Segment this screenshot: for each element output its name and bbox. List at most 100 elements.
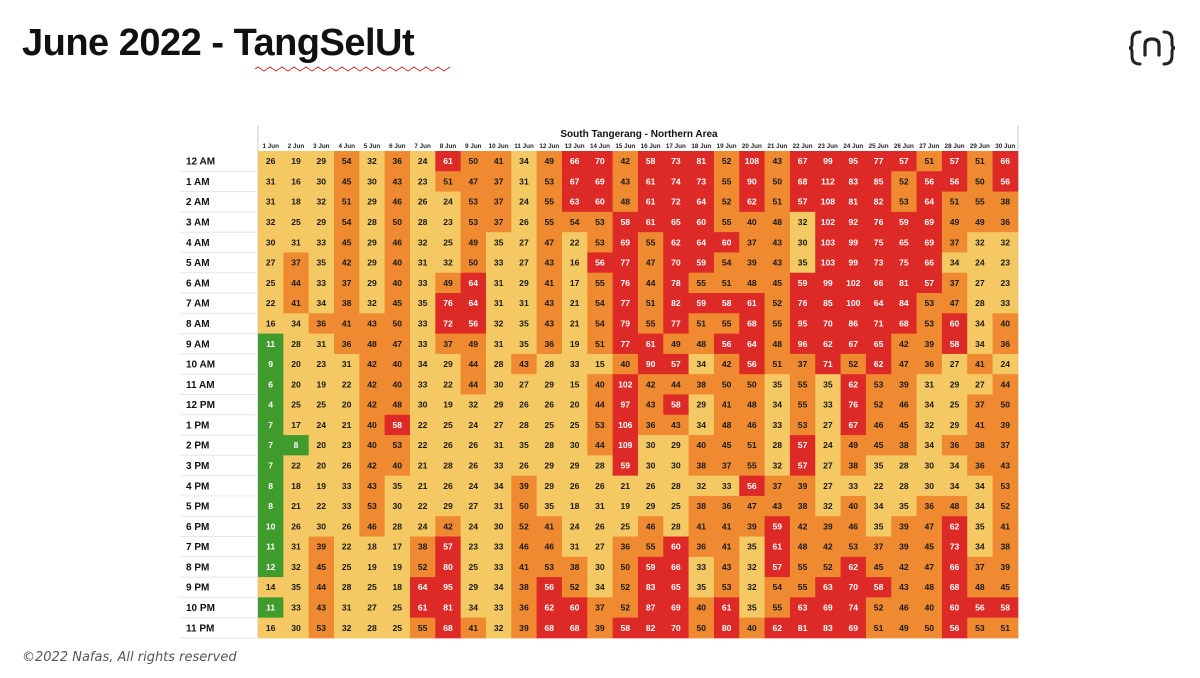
heatmap-cell <box>511 577 538 598</box>
heatmap-cell <box>789 536 816 558</box>
heatmap-cell-value: 7 <box>268 440 273 450</box>
heatmap-cell <box>409 374 436 395</box>
heatmap-cell <box>865 171 892 192</box>
heatmap-cell-value: 48 <box>747 400 757 410</box>
heatmap-cell <box>258 394 284 416</box>
column-label: 15 Jun <box>615 143 635 150</box>
heatmap-cell-value: 67 <box>848 420 858 430</box>
heatmap-cell-value: 31 <box>924 379 934 389</box>
heatmap-cell <box>916 577 943 598</box>
heatmap-cell-value: 35 <box>545 501 555 511</box>
heatmap-cell <box>283 495 310 517</box>
heatmap-cell-value: 66 <box>570 156 580 166</box>
heatmap-cell-value: 26 <box>469 440 479 450</box>
heatmap-cell-value: 31 <box>342 603 352 613</box>
heatmap-cell-value: 23 <box>418 176 428 186</box>
heatmap-cell-value: 34 <box>924 440 934 450</box>
heatmap-cell-value: 76 <box>848 400 858 410</box>
heatmap-cell-value: 87 <box>646 603 656 613</box>
heatmap-cell-value: 83 <box>823 623 833 633</box>
heatmap-cell-value: 40 <box>620 359 630 369</box>
heatmap-cell <box>637 455 664 477</box>
heatmap-cell-value: 37 <box>291 258 301 268</box>
heatmap-cell <box>283 556 310 578</box>
heatmap-cell <box>485 171 512 192</box>
heatmap-cell <box>637 151 664 172</box>
heatmap-cell <box>713 516 740 537</box>
heatmap-cell <box>511 435 538 456</box>
heatmap-cell-value: 35 <box>317 258 327 268</box>
heatmap-cell <box>840 455 867 477</box>
heatmap-cell <box>258 475 284 497</box>
heatmap-cell-value: 95 <box>848 156 858 166</box>
heatmap-cell <box>384 536 411 558</box>
heatmap-cell-value: 57 <box>443 542 453 552</box>
heatmap-cell <box>283 414 310 436</box>
heatmap-cell <box>511 252 538 274</box>
heatmap-cell-value: 53 <box>798 420 808 430</box>
heatmap-cell-value: 29 <box>519 278 529 288</box>
heatmap-cell <box>764 151 791 172</box>
heatmap-cell-value: 68 <box>747 318 757 328</box>
heatmap-cell-value: 43 <box>317 603 327 613</box>
heatmap-cell-value: 25 <box>342 562 352 572</box>
heatmap-cell <box>789 171 816 192</box>
heatmap-cell-value: 99 <box>848 258 858 268</box>
heatmap-cell-value: 41 <box>519 562 529 572</box>
heatmap-cell-value: 53 <box>393 440 403 450</box>
heatmap-cell <box>485 516 512 537</box>
heatmap-cell-value: 35 <box>747 542 757 552</box>
heatmap-cell-value: 59 <box>646 562 656 572</box>
heatmap-cell <box>916 151 943 172</box>
heatmap-cell-value: 33 <box>1000 298 1010 308</box>
heatmap-cell <box>992 475 1019 497</box>
heatmap-cell-value: 41 <box>1000 521 1010 531</box>
heatmap-cell <box>840 597 867 619</box>
heatmap-cell <box>865 577 892 598</box>
heatmap-cell-value: 63 <box>570 197 580 207</box>
heatmap-cell <box>612 151 639 172</box>
heatmap-cell-value: 33 <box>848 481 858 491</box>
heatmap-cell <box>815 435 841 456</box>
heatmap-cell <box>409 536 436 558</box>
heatmap-cell-value: 33 <box>418 318 428 328</box>
heatmap-cell <box>308 455 335 477</box>
heatmap-cell <box>485 191 512 213</box>
heatmap-cell-value: 35 <box>874 521 884 531</box>
heatmap-cell <box>587 191 614 213</box>
heatmap-cell-value: 22 <box>342 542 352 552</box>
heatmap-cell <box>308 536 335 558</box>
heatmap-cell-value: 45 <box>342 237 352 247</box>
heatmap-cell <box>612 232 639 253</box>
heatmap-cell <box>840 313 867 335</box>
heatmap-cell <box>587 211 614 233</box>
heatmap-cell-value: 25 <box>671 501 681 511</box>
heatmap-cell <box>561 272 588 294</box>
heatmap-cell-value: 52 <box>722 156 732 166</box>
heatmap-cell <box>739 191 765 213</box>
heatmap-cell-value: 56 <box>469 318 479 328</box>
heatmap-cell <box>384 252 411 274</box>
heatmap-cell-value: 60 <box>671 542 681 552</box>
heatmap-cell-value: 54 <box>772 582 782 592</box>
heatmap-cell <box>789 313 816 335</box>
heatmap-cell <box>359 252 386 274</box>
heatmap-cell <box>561 293 588 314</box>
heatmap-cell-value: 44 <box>1000 379 1010 389</box>
heatmap-cell <box>511 617 538 639</box>
heatmap-cell <box>688 252 715 274</box>
heatmap-cell <box>308 293 335 314</box>
heatmap-cell <box>409 171 436 192</box>
heatmap-cell-value: 16 <box>266 623 276 633</box>
heatmap-cell <box>511 475 538 497</box>
heatmap-cell-value: 40 <box>747 623 757 633</box>
heatmap-cell <box>308 272 335 294</box>
heatmap-cell-value: 41 <box>291 298 301 308</box>
heatmap-cell <box>612 455 639 477</box>
heatmap-cell <box>435 516 462 537</box>
heatmap-cell-value: 23 <box>1000 278 1010 288</box>
heatmap-cell <box>561 475 588 497</box>
heatmap-cell-value: 46 <box>899 400 909 410</box>
heatmap-cell-value: 77 <box>671 318 681 328</box>
